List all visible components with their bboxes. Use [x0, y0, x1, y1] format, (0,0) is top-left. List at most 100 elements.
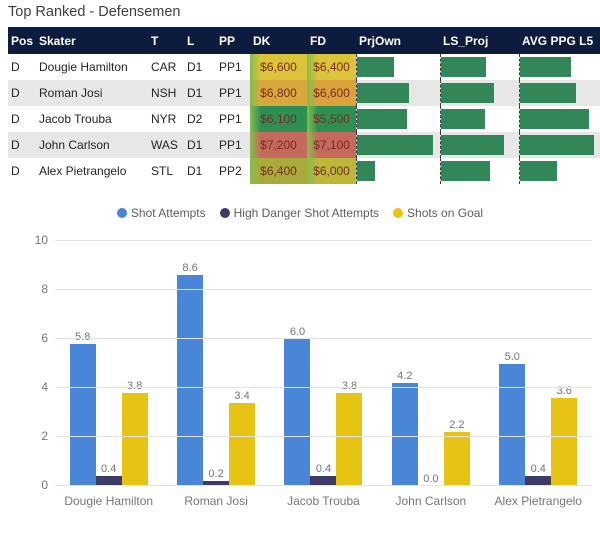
ls-proj-databar-cell — [440, 80, 519, 106]
bar-shots-on-goal-jacob-trouba[interactable] — [336, 392, 363, 486]
ls-proj-databar — [441, 109, 485, 129]
bar-group-dougie-hamilton: 5.8 0.4 3.8 — [69, 241, 148, 486]
fd-salary-cell: $7,100 — [307, 132, 356, 158]
column-header-pp[interactable]: PP — [219, 33, 236, 48]
bar-shot-attempts-roman-josi[interactable] — [177, 275, 204, 486]
bar-slot-shots-on-goal: 3.8 — [121, 241, 148, 486]
page-title: Top Ranked - Defensemen — [8, 4, 181, 20]
column-header-skater[interactable]: Skater — [39, 33, 76, 48]
bar-slot-high-danger-shot-attempts: 0.4 — [95, 241, 122, 486]
fd-salary-cell: $6,600 — [307, 80, 356, 106]
chart-legend: Shot Attempts High Danger Shot Attempts Sh… — [0, 206, 600, 220]
fd-salary-cell: $6,400 — [307, 54, 356, 80]
x-axis-label-john-carlson: John Carlson — [377, 493, 484, 509]
avg-ppg-l5-databar — [520, 109, 589, 129]
prjown-databar-cell — [356, 106, 440, 132]
dk-salary-cell: $6,100 — [250, 106, 307, 132]
bar-value-label: 0.0 — [423, 473, 439, 485]
bar-value-label: 6.0 — [289, 326, 306, 338]
column-header-pos[interactable]: Pos — [11, 33, 34, 48]
avg-ppg-l5-databar — [520, 161, 557, 181]
line-cell: D1 — [187, 164, 203, 178]
bar-value-label: 5.8 — [75, 330, 91, 343]
gridline-y-8 — [55, 289, 592, 290]
bar-slot-shots-on-goal: 3.6 — [551, 241, 578, 486]
bar-shots-on-goal-alex-pietrangelo[interactable] — [551, 397, 578, 486]
bar-high-danger-shot-attempts-roman-josi[interactable] — [203, 481, 230, 486]
pos-cell: D — [11, 86, 20, 100]
y-axis-tick-2: 2 — [41, 429, 48, 443]
powerplay-cell: PP2 — [219, 164, 242, 178]
chart-x-axis-labels: Dougie Hamilton Roman Josi Jacob Trouba Joh… — [55, 493, 592, 509]
bar-value-label: 0.4 — [101, 463, 117, 476]
bar-slot-shots-on-goal: 2.2 — [443, 241, 470, 486]
column-header-t[interactable]: T — [151, 33, 159, 48]
bar-value-label: 3.8 — [341, 379, 358, 392]
bar-high-danger-shot-attempts-alex-pietrangelo[interactable] — [525, 476, 552, 486]
table-row-john-carlson[interactable]: D John Carlson WAS D1 PP1 $7,200 $7,100 — [8, 132, 600, 158]
prjown-databar-cell — [356, 54, 440, 80]
skater-cell: Roman Josi — [39, 86, 103, 100]
prjown-databar-cell — [356, 80, 440, 106]
column-header-avg-ppg-l5[interactable]: AVG PPG L5 — [522, 33, 594, 48]
gridline-y-2 — [55, 436, 592, 437]
y-axis-tick-8: 8 — [41, 282, 48, 296]
prjown-databar-cell — [356, 132, 440, 158]
table-body: D Dougie Hamilton CAR D1 PP1 $6,600 $6,400 D Rom… — [8, 54, 600, 184]
ls-proj-databar-cell — [440, 54, 519, 80]
ls-proj-databar-cell — [440, 106, 519, 132]
pos-cell: D — [11, 60, 20, 74]
prjown-databar — [357, 83, 410, 103]
bar-high-danger-shot-attempts-jacob-trouba[interactable] — [310, 476, 337, 486]
column-header-dk[interactable]: DK — [253, 33, 271, 48]
bar-slot-high-danger-shot-attempts: 0.4 — [310, 241, 337, 486]
table-row-dougie-hamilton[interactable]: D Dougie Hamilton CAR D1 PP1 $6,600 $6,400 — [8, 54, 600, 80]
legend-item-shot-attempts[interactable]: Shot Attempts — [116, 206, 206, 220]
pos-cell: D — [11, 164, 20, 178]
table-row-roman-josi[interactable]: D Roman Josi NSH D1 PP1 $6,800 $6,600 — [8, 80, 600, 106]
bar-shot-attempts-jacob-trouba[interactable] — [284, 339, 311, 486]
column-header-ls-proj[interactable]: LS_Proj — [443, 33, 489, 48]
avg-ppg-l5-databar-cell — [519, 106, 600, 132]
gridline-y-4 — [55, 387, 592, 388]
bar-group-roman-josi: 8.6 0.2 3.4 — [177, 241, 256, 486]
powerplay-cell: PP1 — [219, 138, 242, 152]
column-header-fd[interactable]: FD — [310, 33, 326, 48]
table-row-alex-pietrangelo[interactable]: D Alex Pietrangelo STL D1 PP2 $6,400 $6,000 — [8, 158, 600, 184]
bar-shots-on-goal-john-carlson[interactable] — [443, 432, 470, 486]
powerplay-cell: PP1 — [219, 86, 242, 100]
table-row-jacob-trouba[interactable]: D Jacob Trouba NYR D2 PP1 $6,100 $5,500 — [8, 106, 600, 132]
column-header-l[interactable]: L — [187, 33, 195, 48]
team-cell: STL — [151, 164, 174, 178]
bar-shot-attempts-john-carlson[interactable] — [391, 383, 418, 486]
column-header-prjown[interactable]: PrjOwn — [359, 33, 402, 48]
fd-salary-cell: $5,500 — [307, 106, 356, 132]
bar-high-danger-shot-attempts-dougie-hamilton[interactable] — [95, 476, 122, 486]
top-ranked-table: Pos Skater T L PP DK FD PrjOwn LS_Proj AVG PPG L5… — [8, 27, 600, 184]
bar-value-label: 4.2 — [397, 370, 413, 383]
bar-slot-shot-attempts: 6.0 — [284, 241, 311, 486]
bar-shot-attempts-dougie-hamilton[interactable] — [69, 343, 96, 486]
bar-shot-attempts-alex-pietrangelo[interactable] — [499, 363, 526, 486]
bar-slot-shots-on-goal: 3.8 — [336, 241, 363, 486]
legend-dot-shots-on-goal — [393, 208, 404, 218]
legend-label: Shot Attempts — [130, 206, 206, 220]
dk-salary-cell: $6,800 — [250, 80, 307, 106]
team-cell: CAR — [151, 60, 177, 74]
bar-shots-on-goal-roman-josi[interactable] — [229, 402, 256, 486]
dk-salary-cell: $7,200 — [250, 132, 307, 158]
bar-slot-shot-attempts: 8.6 — [177, 241, 204, 486]
skater-cell: Alex Pietrangelo — [39, 164, 127, 178]
chart-plot-area: 5.8 0.4 3.8 8.6 0.2 3.4 6.0 0.4 3.8 4.2 0.0 2.2 5.0 0… — [55, 240, 592, 486]
pos-cell: D — [11, 138, 20, 152]
prjown-databar — [357, 161, 376, 181]
avg-ppg-l5-databar-cell — [519, 132, 600, 158]
bar-shots-on-goal-dougie-hamilton[interactable] — [121, 392, 148, 486]
y-axis-tick-6: 6 — [41, 331, 48, 345]
x-axis-label-text: Alex Pietrangelo — [494, 494, 582, 508]
team-cell: WAS — [151, 138, 178, 152]
legend-item-shots-on-goal[interactable]: Shots on Goal — [393, 206, 483, 220]
prjown-databar — [357, 135, 434, 155]
legend-item-high-danger-shot-attempts[interactable]: High Danger Shot Attempts — [219, 206, 379, 220]
